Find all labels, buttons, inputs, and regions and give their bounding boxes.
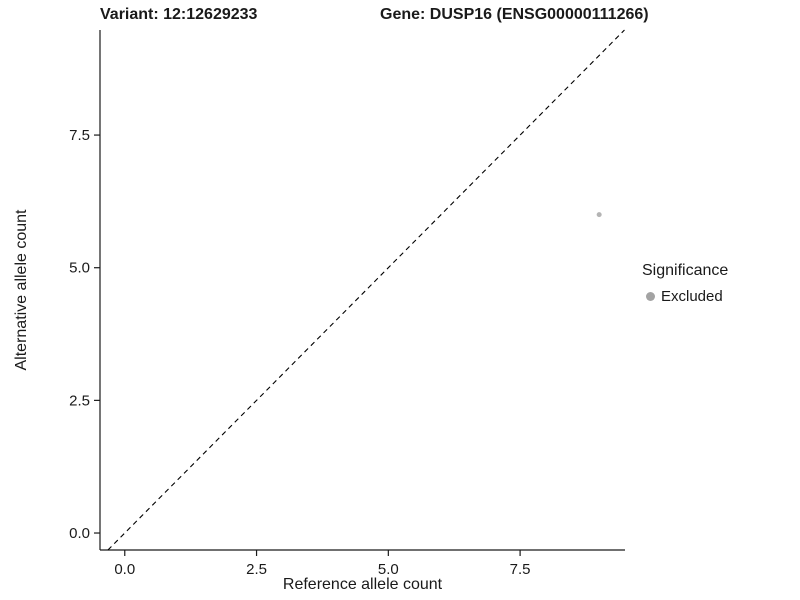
x-axis-label: Reference allele count [282,576,443,593]
x-tick-label: 2.5 [246,561,267,578]
y-tick-label: 5.0 [69,260,90,277]
x-tick-label: 7.5 [510,561,531,578]
y-tick-label: 2.5 [69,392,90,409]
legend-title: Significance [642,262,729,279]
legend: Significance Excluded [642,262,728,305]
legend-item-label: Excluded [661,288,723,305]
y-axis-label: Alternative allele count [13,209,30,371]
x-tick-label: 5.0 [378,561,399,578]
data-point [596,212,602,218]
legend-key-dot [646,292,655,301]
y-tick-label: 0.0 [69,525,90,542]
identity-line [107,29,625,551]
legend-item-excluded: Excluded [642,288,728,305]
gene-title: Gene: DUSP16 (ENSG00000111266) [380,6,649,23]
y-tick-label: 7.5 [69,127,90,144]
variant-title: Variant: 12:12629233 [100,6,258,23]
x-tick-label: 0.0 [114,561,135,578]
